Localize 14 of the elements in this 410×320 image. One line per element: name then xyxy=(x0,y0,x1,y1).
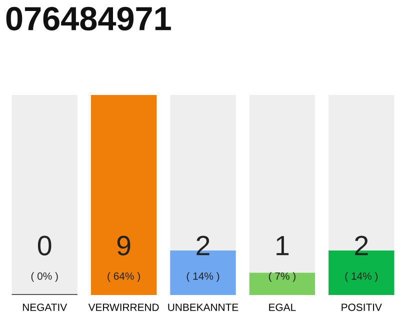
annotation: ( 14% ) xyxy=(345,272,378,282)
x-tick-label: VERWIRREND xyxy=(88,304,159,311)
annotation: ( 7% ) xyxy=(268,272,296,282)
x-tick-label: UNBEKANNTE xyxy=(168,304,238,311)
annotation: ( 0% ) xyxy=(31,272,58,282)
data-label: 9 xyxy=(117,236,130,256)
data-label: 1 xyxy=(276,236,289,256)
x-tick-label: NEGATIV xyxy=(22,304,68,311)
chart-title: 076484971 xyxy=(6,6,171,30)
x-tick-label: POSITIV xyxy=(342,304,382,311)
annotation: ( 64% ) xyxy=(108,272,140,282)
x-tick-label: EGAL xyxy=(269,304,296,311)
data-label: 0 xyxy=(38,236,52,256)
annotation: ( 14% ) xyxy=(186,272,220,282)
